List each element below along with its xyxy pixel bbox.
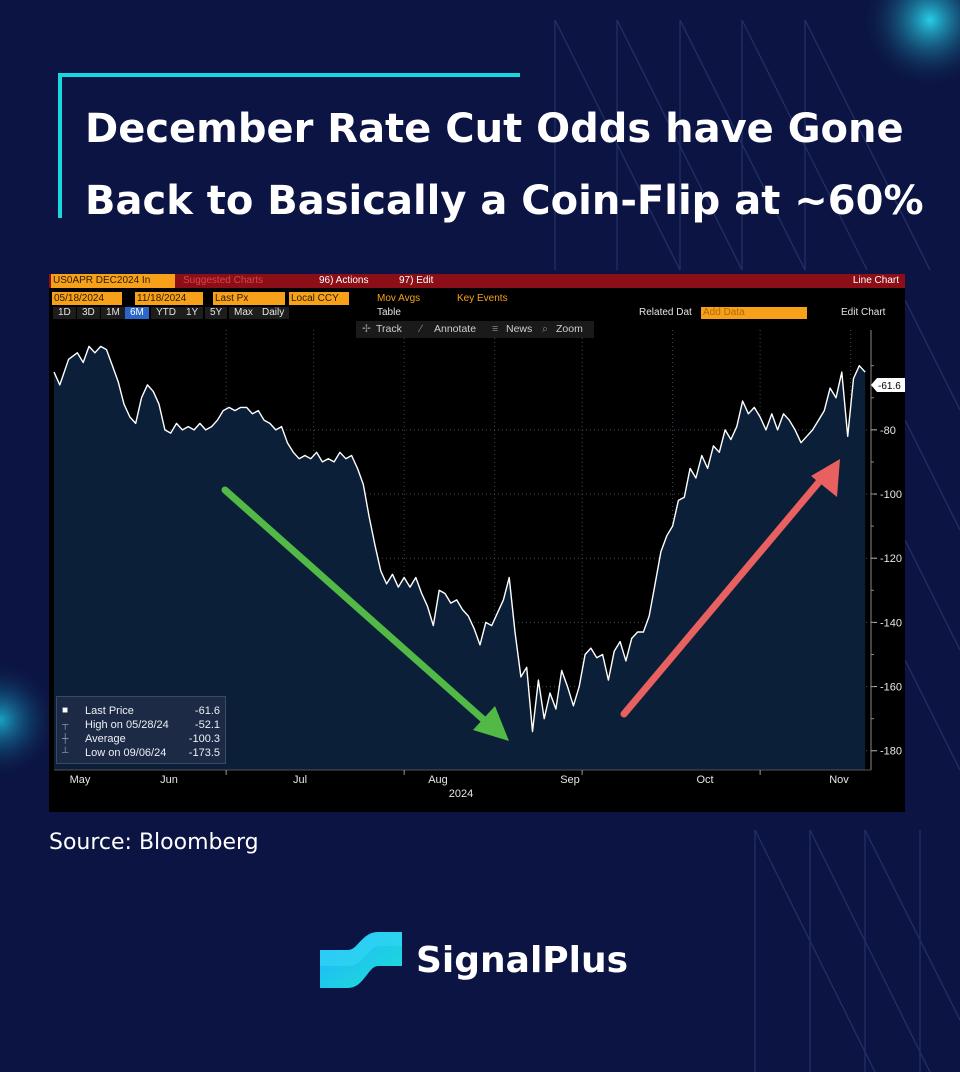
terminal-range-bar: 1D 3D 1M 6M YTD 1Y 5Y Max Daily Table Re… [49,307,905,319]
x-tick-label: Sep [560,774,580,786]
chart-canvas: -80 -100 -120 -140 -160 -180 May Jun Jul Aug Sep O… [53,330,905,800]
y-tick-label: -100 [880,489,902,501]
related-data-button[interactable]: Related Dat [639,307,692,318]
headline-line-1: December Rate Cut Odds have Gone [85,106,904,152]
x-year-label: 2024 [449,788,473,800]
annotate-tool[interactable]: Annotate [434,323,477,335]
signalplus-wave-logo [320,932,402,988]
field-select[interactable]: Last Px [213,292,285,305]
crosshair-icon: ✢ [362,323,371,335]
white-square-icon: ■ [62,705,69,716]
add-data-field[interactable]: Add Data [701,307,807,319]
low-marker-icon: ┴ [62,747,69,757]
zoom-icon: ⌕ [542,323,548,335]
title-accent-frame [58,73,520,218]
news-tool[interactable]: News [506,323,533,335]
track-tool[interactable]: Track [376,323,402,335]
x-tick-label: Nov [829,774,849,786]
range-max[interactable]: Max [229,307,258,319]
ticker-field[interactable]: US0APR DEC2024 In [51,274,175,288]
edit-menu[interactable]: 97) Edit [399,275,434,286]
terminal-settings-bar: 05/18/2024 11/18/2024 Last Px Local CCY … [49,292,905,305]
table-toggle[interactable]: Table [377,307,401,318]
pencil-icon: ∕ [420,323,422,335]
x-tick-label: Oct [696,774,713,786]
bloomberg-chart-panel: US0APR DEC2024 In Suggested Charts 96) A… [49,274,905,812]
range-6m[interactable]: 6M [125,307,149,319]
chart-legend: ■ Last Price -61.6 ┬ High on 05/28/24 -5… [56,696,226,764]
y-tick-label: -80 [880,425,896,437]
y-tick-label: -120 [880,553,902,565]
brand-name: SignalPlus [416,940,629,981]
range-1y[interactable]: 1Y [181,307,204,319]
date-from-field[interactable]: 05/18/2024 [52,292,122,305]
brand-footer: SignalPlus [318,928,648,994]
y-tick-label: -160 [880,682,902,694]
date-to-field[interactable]: 11/18/2024 [135,292,203,305]
range-1d[interactable]: 1D [53,307,76,319]
edit-chart-button[interactable]: Edit Chart [841,307,886,318]
range-1m[interactable]: 1M [101,307,125,319]
legend-high: ┬ High on 05/28/24 -52.1 [62,719,220,731]
chart-tools-toolbar: ✢ Track ∕ Annotate ≡ News ⌕ Zoom [356,321,594,338]
chart-kind-label: Line Chart [852,275,899,286]
key-events-toggle[interactable]: Key Events [457,293,508,304]
x-axis: May Jun Jul Aug Sep Oct Nov 2024 [54,769,871,800]
currency-select[interactable]: Local CCY [289,292,349,305]
last-value-tag: -61.6 [871,378,905,392]
y-axis: -80 -100 -120 -140 -160 -180 [870,330,902,770]
y-tick-label: -180 [880,746,902,758]
x-tick-label: Jun [160,774,178,786]
legend-average: ┼ Average -100.3 [62,733,220,745]
range-ytd[interactable]: YTD [151,307,181,319]
y-tick-label: -140 [880,617,902,629]
source-note: Source: Bloomberg [49,830,259,855]
actions-menu[interactable]: 96) Actions [319,275,369,286]
headline-line-2: Back to Basically a Coin-Flip at ~60% [85,178,924,224]
high-marker-icon: ┬ [62,719,69,729]
x-tick-label: Jul [293,774,307,786]
range-3d[interactable]: 3D [77,307,100,319]
headline: December Rate Cut Odds have Gone Back to… [85,93,945,237]
price-line [53,345,866,733]
mov-avgs-toggle[interactable]: Mov Avgs [377,293,421,304]
frequency-select[interactable]: Daily [257,307,290,319]
average-marker-icon: ┼ [62,733,69,743]
legend-low: ┴ Low on 09/06/24 -173.5 [62,747,220,759]
up-trend-arrow [620,459,840,718]
news-icon: ≡ [492,323,499,335]
suggested-charts-menu[interactable]: Suggested Charts [183,275,264,286]
x-tick-label: Aug [428,774,448,786]
terminal-title-bar: US0APR DEC2024 In Suggested Charts 96) A… [49,274,905,288]
zoom-tool[interactable]: Zoom [556,323,583,335]
range-5y[interactable]: 5Y [205,307,228,319]
legend-last-price: ■ Last Price -61.6 [62,705,220,717]
down-trend-arrow [221,486,509,741]
last-value-tag-text: -61.6 [878,381,901,392]
x-tick-label: May [70,774,91,786]
